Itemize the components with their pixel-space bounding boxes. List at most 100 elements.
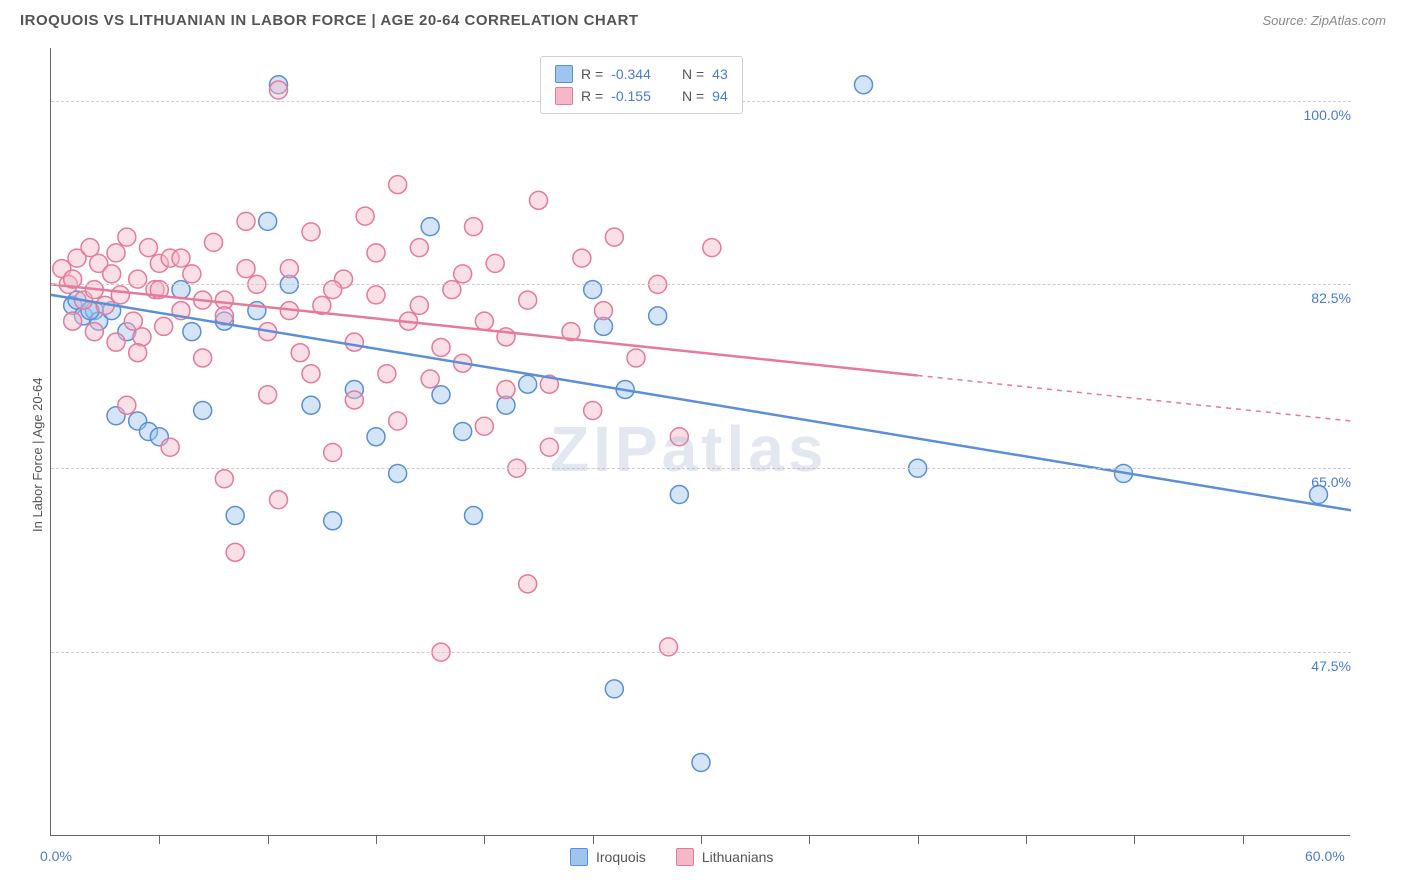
data-point (519, 575, 537, 593)
y-axis-title: In Labor Force | Age 20-64 (30, 378, 45, 532)
data-point (421, 370, 439, 388)
data-point (345, 333, 363, 351)
data-point (302, 365, 320, 383)
data-point (226, 507, 244, 525)
legend-row: R = -0.344 N = 43 (555, 63, 728, 85)
legend-n-label: N = (674, 88, 704, 104)
data-point (237, 212, 255, 230)
data-point (194, 401, 212, 419)
data-point (270, 81, 288, 99)
data-point (183, 323, 201, 341)
data-point (64, 312, 82, 330)
x-tick (701, 836, 702, 844)
data-point (670, 486, 688, 504)
data-point (530, 191, 548, 209)
x-tick (484, 836, 485, 844)
data-point (85, 323, 103, 341)
data-point (107, 333, 125, 351)
data-point (454, 422, 472, 440)
data-point (410, 239, 428, 257)
data-point (161, 438, 179, 456)
data-point (124, 312, 142, 330)
data-point (692, 753, 710, 771)
y-tick-label: 100.0% (1291, 107, 1351, 123)
x-tick (159, 836, 160, 844)
data-point (443, 281, 461, 299)
data-point (291, 344, 309, 362)
data-point (259, 212, 277, 230)
data-point (432, 386, 450, 404)
legend-n-value: 94 (712, 88, 728, 104)
data-point (118, 396, 136, 414)
data-point (660, 638, 678, 656)
data-point (649, 307, 667, 325)
data-point (237, 260, 255, 278)
data-point (584, 281, 602, 299)
data-point (573, 249, 591, 267)
data-point (584, 401, 602, 419)
series-legend-item: Lithuanians (676, 846, 774, 868)
series-name: Lithuanians (702, 849, 774, 865)
data-point (595, 302, 613, 320)
data-point (172, 281, 190, 299)
x-max-label: 60.0% (1305, 848, 1345, 864)
data-point (410, 296, 428, 314)
data-point (421, 218, 439, 236)
data-point (540, 438, 558, 456)
data-point (627, 349, 645, 367)
data-point (172, 249, 190, 267)
data-point (465, 507, 483, 525)
data-point (111, 286, 129, 304)
data-point (855, 76, 873, 94)
trend-line (51, 295, 1351, 510)
data-point (378, 365, 396, 383)
x-tick (268, 836, 269, 844)
chart-svg (51, 48, 1351, 836)
y-tick-label: 82.5% (1291, 290, 1351, 306)
data-point (183, 265, 201, 283)
legend-swatch (570, 848, 588, 866)
series-legend: Iroquois Lithuanians (570, 846, 773, 868)
data-point (605, 680, 623, 698)
chart-plot-area: 47.5%65.0%82.5%100.0% (50, 48, 1350, 836)
x-tick (1026, 836, 1027, 844)
series-name: Iroquois (596, 849, 646, 865)
data-point (475, 312, 493, 330)
data-point (205, 233, 223, 251)
data-point (324, 281, 342, 299)
data-point (129, 270, 147, 288)
data-point (215, 470, 233, 488)
data-point (324, 512, 342, 530)
data-point (389, 465, 407, 483)
data-point (356, 207, 374, 225)
data-point (465, 218, 483, 236)
legend-n-label: N = (674, 66, 704, 82)
x-tick (593, 836, 594, 844)
data-point (367, 286, 385, 304)
legend-swatch (555, 87, 573, 105)
correlation-legend: R = -0.344 N = 43R = -0.155 N = 94 (540, 56, 743, 114)
data-point (155, 317, 173, 335)
x-tick (1134, 836, 1135, 844)
data-point (302, 396, 320, 414)
y-tick-label: 47.5% (1291, 658, 1351, 674)
x-tick (918, 836, 919, 844)
data-point (432, 338, 450, 356)
data-point (129, 344, 147, 362)
data-point (389, 412, 407, 430)
data-point (475, 417, 493, 435)
data-point (367, 428, 385, 446)
data-point (107, 244, 125, 262)
data-point (118, 228, 136, 246)
data-point (519, 375, 537, 393)
data-point (670, 428, 688, 446)
x-tick (809, 836, 810, 844)
data-point (605, 228, 623, 246)
data-point (81, 239, 99, 257)
data-point (270, 491, 288, 509)
data-point (103, 265, 121, 283)
data-point (703, 239, 721, 257)
gridline (51, 468, 1351, 469)
data-point (259, 386, 277, 404)
legend-r-value: -0.344 (611, 66, 666, 82)
